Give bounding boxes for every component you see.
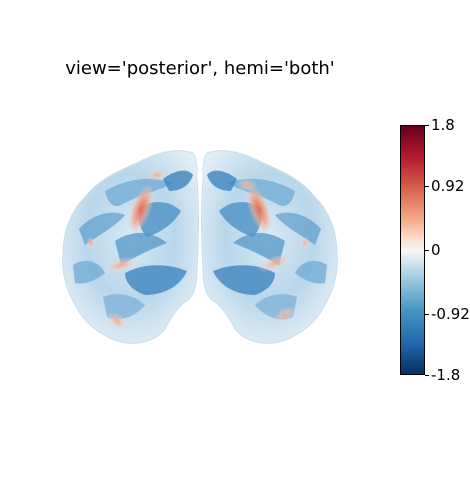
colorbar-tick-mark xyxy=(425,313,429,315)
colorbar xyxy=(400,125,425,375)
brain-surface-plot xyxy=(55,145,345,350)
brain-surface-image xyxy=(62,150,338,344)
colorbar-tick-label: -1.8 xyxy=(431,366,461,384)
colorbar-tick-mark xyxy=(425,185,429,187)
right-hemisphere xyxy=(201,150,338,344)
left-hemisphere xyxy=(62,150,199,344)
colorbar-tick-mark xyxy=(425,249,429,251)
colorbar-tick-mark xyxy=(425,374,429,376)
colorbar-tick-label: -0.92 xyxy=(431,305,470,323)
colorbar-tick-label: 0.92 xyxy=(431,177,465,195)
colorbar-tick-label: 0 xyxy=(431,241,441,259)
colorbar-tick-mark xyxy=(425,124,429,126)
colorbar-tick-label: 1.8 xyxy=(431,116,455,134)
figure-title: view='posterior', hemi='both' xyxy=(65,58,335,79)
